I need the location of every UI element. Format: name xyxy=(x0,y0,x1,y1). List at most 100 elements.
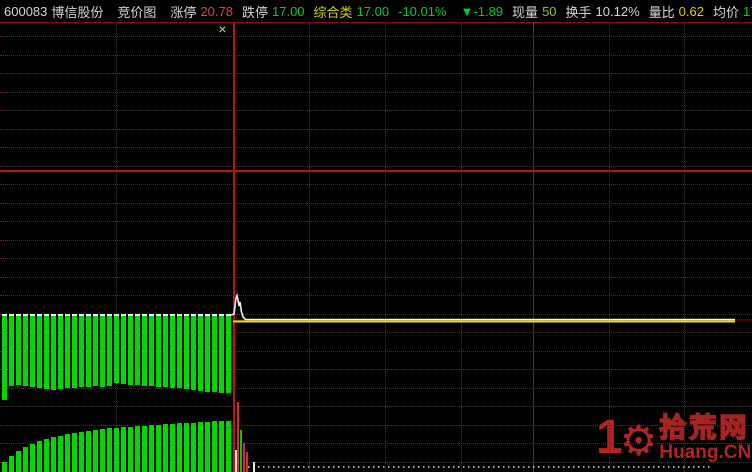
grid-line-horizontal xyxy=(0,165,752,167)
stock-info-bar: 600083 博信股份 竞价图 涨停 20.78 跌停 17.00 综合类 17… xyxy=(0,0,752,22)
grid-line-horizontal xyxy=(0,258,752,259)
limit-down-label: 跌停 xyxy=(241,4,268,20)
auction-volume-bar-top xyxy=(142,314,147,386)
auction-volume-bar-bottom xyxy=(135,426,140,472)
auction-volume-bar-top xyxy=(121,314,126,384)
watermark-site-name: 拾荒网 xyxy=(659,413,750,443)
grid-line-horizontal xyxy=(0,461,752,463)
auction-volume-bar-bottom xyxy=(51,437,56,472)
grid-line-horizontal xyxy=(0,128,752,130)
time-marker-line xyxy=(533,22,534,472)
grid-line-horizontal xyxy=(0,54,752,56)
auction-volume-bar-top xyxy=(44,314,49,389)
auction-volume-bar-top xyxy=(51,314,56,390)
auction-volume-bar-bottom xyxy=(37,441,42,472)
grid-line-vertical xyxy=(385,23,386,472)
limit-up-label: 涨停 xyxy=(170,4,197,20)
grid-line-horizontal xyxy=(0,147,752,148)
grid-line-horizontal xyxy=(0,73,752,74)
grid-line-horizontal xyxy=(0,202,752,204)
auction-volume-bar-bottom xyxy=(142,426,147,472)
auction-volume-bar-bottom xyxy=(23,447,28,472)
change-percent: -10.01% xyxy=(398,3,447,19)
auction-volume-bar-top xyxy=(184,314,189,389)
auction-volume-bar-top xyxy=(149,314,154,386)
change-value: -1.89 xyxy=(473,3,504,19)
auction-volume-bar-bottom xyxy=(44,439,49,472)
auction-volume-bar-bottom xyxy=(184,423,189,472)
auction-volume-bar-top xyxy=(198,314,203,391)
prev-close-line xyxy=(0,170,752,172)
auction-volume-bar-top xyxy=(212,314,217,392)
auction-volume-bar-top xyxy=(219,314,224,393)
auction-volume-bar-top xyxy=(135,314,140,385)
stock-name: 博信股份 xyxy=(51,4,104,20)
auction-volume-bar-top xyxy=(128,314,133,385)
auction-volume-bar-top xyxy=(163,314,168,387)
auction-end-divider-line xyxy=(233,22,235,472)
last-price: 17.00 xyxy=(356,3,390,19)
auction-volume-bar-bottom xyxy=(198,422,203,472)
auction-volume-bar-top xyxy=(72,314,77,388)
turnover-label: 换手 xyxy=(565,4,592,20)
grid-line-vertical xyxy=(684,23,685,472)
auction-volume-bar-top xyxy=(93,314,98,386)
grid-line-horizontal xyxy=(0,424,752,426)
grid-line-vertical xyxy=(309,23,310,472)
auction-volume-bar-bottom xyxy=(219,421,224,472)
grid-line-horizontal xyxy=(0,332,752,333)
auction-volume-bar-bottom xyxy=(177,423,182,472)
auction-volume-bar-top xyxy=(114,314,119,383)
current-volume-label: 现量 xyxy=(512,4,539,20)
grid-line-horizontal xyxy=(0,36,752,37)
auction-volume-bar-bottom xyxy=(170,424,175,472)
close-icon[interactable]: × xyxy=(218,21,227,37)
down-arrow-icon: ▼ xyxy=(460,3,474,19)
grid-line-horizontal xyxy=(0,406,752,407)
auction-volume-bar-bottom xyxy=(58,436,63,472)
turnover-value: 10.12% xyxy=(595,3,640,19)
auction-volume-bar-top xyxy=(58,314,63,389)
auction-volume-bar-bottom xyxy=(128,427,133,472)
auction-volume-bar-bottom xyxy=(86,431,91,472)
auction-volume-bar-top xyxy=(79,314,84,387)
auction-volume-bar-top xyxy=(16,314,21,385)
grid-line-horizontal xyxy=(0,184,752,185)
grid-line-vertical xyxy=(461,23,462,472)
grid-line-horizontal xyxy=(0,350,752,352)
auction-volume-bar-top xyxy=(205,314,210,392)
session-volume-bar xyxy=(243,443,245,472)
sector-label: 综合类 xyxy=(313,4,353,20)
grid-line-horizontal xyxy=(0,110,752,111)
watermark-site-url: Huang.CN xyxy=(659,442,752,463)
grid-line-vertical xyxy=(116,23,117,472)
volume-ratio-value: 0.62 xyxy=(678,3,704,19)
grid-line-horizontal xyxy=(0,443,752,444)
volume-ratio-label: 量比 xyxy=(648,4,675,20)
auction-volume-bar-top xyxy=(107,314,112,386)
auction-volume-bar-bottom xyxy=(79,432,84,472)
auction-volume-bar-bottom xyxy=(205,422,210,472)
price-line xyxy=(230,292,735,321)
current-volume-value: 50 xyxy=(542,3,557,19)
auction-volume-bar-top xyxy=(156,314,161,387)
grid-line-vertical xyxy=(609,23,610,472)
grid-line-horizontal xyxy=(0,369,752,370)
grid-line-horizontal xyxy=(0,313,752,315)
grid-line-horizontal xyxy=(0,221,752,222)
auction-volume-bar-top xyxy=(100,314,105,387)
grid-line-horizontal xyxy=(0,387,752,389)
auction-volume-bar-bottom xyxy=(107,428,112,472)
auction-volume-bar-bottom xyxy=(93,430,98,472)
avg-price-label: 均价 xyxy=(712,4,739,20)
session-volume-bar xyxy=(246,452,248,472)
auction-volume-bar-top xyxy=(23,314,28,386)
auction-volume-bar-bottom xyxy=(9,456,14,472)
grid-line-horizontal xyxy=(0,91,752,93)
chart-type-label: 竞价图 xyxy=(117,4,157,20)
auction-volume-bar-top xyxy=(65,314,70,388)
avg-price-value: 17.01 xyxy=(742,3,752,19)
auction-volume-bar-top xyxy=(226,314,231,393)
